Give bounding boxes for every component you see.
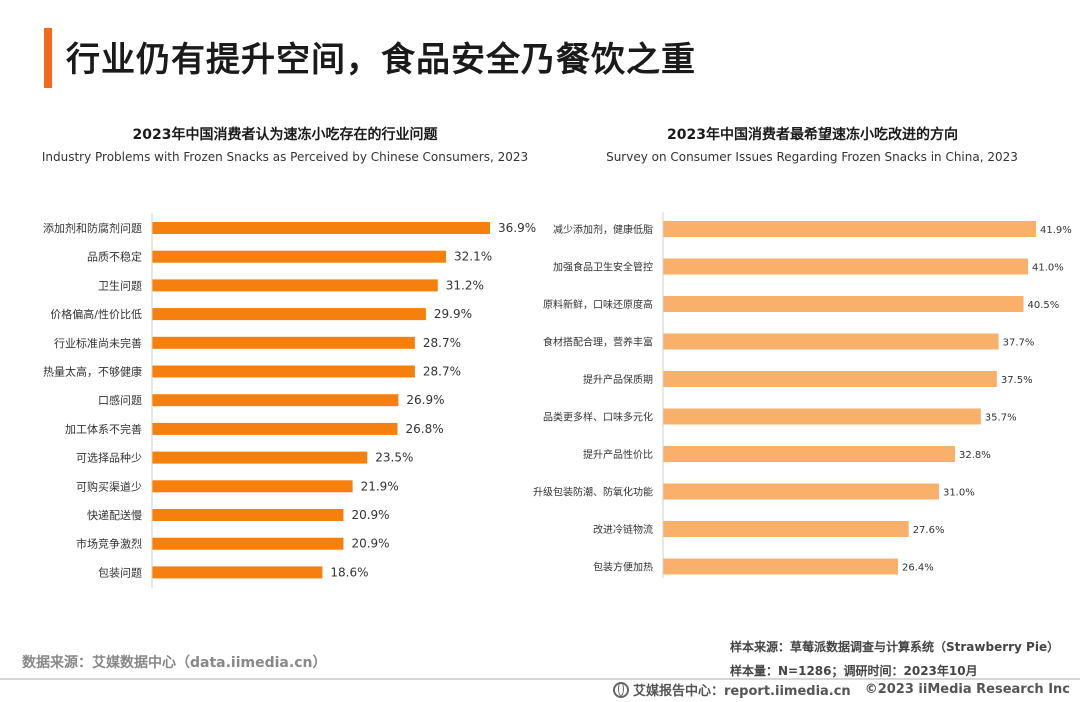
category-label: 卫生问题 <box>98 278 142 292</box>
bar <box>663 446 955 462</box>
brand-link[interactable]: 艾媒报告中心：report.iimedia.cn <box>632 684 851 699</box>
data-source-note: 数据来源：艾媒数据中心（data.iimedia.cn） <box>22 655 327 671</box>
value-label: 35.7% <box>985 413 1017 424</box>
category-label: 减少添加剂，健康低脂 <box>553 223 653 236</box>
value-label: 21.9% <box>361 479 399 493</box>
sample-source-note: 样本来源：草莓派数据调查与计算系统（Strawberry Pie） <box>730 640 1060 654</box>
bar <box>152 422 398 435</box>
title-accent-bar <box>44 28 52 88</box>
value-label: 27.6% <box>913 525 945 536</box>
bar <box>152 566 323 579</box>
bar <box>663 483 939 500</box>
value-label: 32.8% <box>959 450 991 461</box>
category-label: 加强食品卫生安全管控 <box>553 261 653 274</box>
category-label: 快递配送慢 <box>87 508 142 522</box>
left-chart-subtitle: Industry Problems with Frozen Snacks as … <box>41 150 529 164</box>
footer-brand: 艾媒报告中心：report.iimedia.cn ©2023 iiMedia R… <box>612 680 1070 699</box>
category-label: 市场竞争激烈 <box>76 537 142 551</box>
category-label: 加工体系不完善 <box>65 422 142 436</box>
bar <box>663 296 1024 312</box>
value-label: 36.9% <box>498 221 536 235</box>
value-label: 28.7% <box>423 365 461 379</box>
bar <box>152 336 415 349</box>
bar <box>663 371 997 387</box>
bar <box>152 279 438 292</box>
bar <box>663 408 981 425</box>
bar <box>663 221 1036 237</box>
value-label: 32.1% <box>454 250 492 264</box>
category-label: 包装问题 <box>98 566 142 579</box>
bar <box>152 451 368 464</box>
category-label: 改进冷链物流 <box>593 523 653 536</box>
value-label: 26.4% <box>902 563 934 574</box>
category-label: 行业标准尚未完善 <box>54 336 142 350</box>
right-chart-title: 2023年中国消费者最希望速冻小吃改进的方向 <box>667 127 958 143</box>
category-label: 价格偏高/性价比低 <box>50 307 142 321</box>
value-label: 18.6% <box>330 565 368 579</box>
left-bar-chart: 添加剂和防腐剂问题 36.9% 品质不稳定 32.1% 卫生问题 31.2% 价格偏高/性价… <box>43 213 536 588</box>
category-label: 口感问题 <box>98 394 142 407</box>
bar <box>152 365 415 378</box>
bar <box>663 333 999 350</box>
category-label: 热量太高，不够健康 <box>43 365 142 379</box>
value-label: 20.9% <box>351 508 389 522</box>
value-label: 41.9% <box>1040 225 1072 236</box>
bar <box>663 258 1028 275</box>
page-title: 行业仍有提升空间，食品安全乃餐饮之重 <box>66 40 696 80</box>
right-bar-chart: 减少添加剂，健康低脂 41.9% 加强食品卫生安全管控 41.0% 原料新鲜，口味还原度… <box>533 212 1072 578</box>
category-label: 品类更多样、口味多元化 <box>543 411 653 424</box>
globe-icon <box>612 681 629 698</box>
bar <box>152 537 344 550</box>
value-label: 20.9% <box>351 537 389 551</box>
bar <box>663 558 899 575</box>
copyright-text: ©2023 iiMedia Research Inc <box>864 682 1070 697</box>
footer-divider <box>0 678 1080 680</box>
value-label: 31.0% <box>943 488 975 499</box>
sample-size-note: 样本量：N=1286；调研时间：2023年10月 <box>730 664 978 678</box>
category-label: 食材搭配合理，营养丰富 <box>543 336 653 349</box>
bar <box>152 222 490 234</box>
bar <box>152 480 353 493</box>
value-label: 40.5% <box>1028 300 1060 311</box>
value-label: 37.5% <box>1001 375 1033 386</box>
bar <box>663 521 909 537</box>
value-label: 37.7% <box>1003 338 1035 349</box>
value-label: 26.8% <box>405 422 443 436</box>
bar <box>152 308 426 321</box>
value-label: 26.9% <box>406 393 444 407</box>
category-label: 品质不稳定 <box>87 250 142 264</box>
value-label: 29.9% <box>434 307 472 321</box>
bar <box>152 250 447 263</box>
category-label: 可购买渠道少 <box>76 479 142 493</box>
bar <box>152 394 399 407</box>
category-label: 原料新鲜，口味还原度高 <box>543 298 653 311</box>
value-label: 28.7% <box>423 336 461 350</box>
value-label: 23.5% <box>375 451 413 465</box>
category-label: 包装方便加热 <box>593 561 653 574</box>
category-label: 提升产品保质期 <box>583 373 653 386</box>
value-label: 41.0% <box>1032 263 1064 274</box>
left-chart-title: 2023年中国消费者认为速冻小吃存在的行业问题 <box>132 127 438 143</box>
category-label: 添加剂和防腐剂问题 <box>43 221 142 235</box>
bar <box>152 509 344 521</box>
right-chart-subtitle: Survey on Consumer Issues Regarding Froz… <box>606 150 1018 164</box>
category-label: 可选择品种少 <box>76 451 142 465</box>
category-label: 升级包装防潮、防氧化功能 <box>533 486 653 499</box>
value-label: 31.2% <box>446 278 484 292</box>
category-label: 提升产品性价比 <box>583 448 653 461</box>
